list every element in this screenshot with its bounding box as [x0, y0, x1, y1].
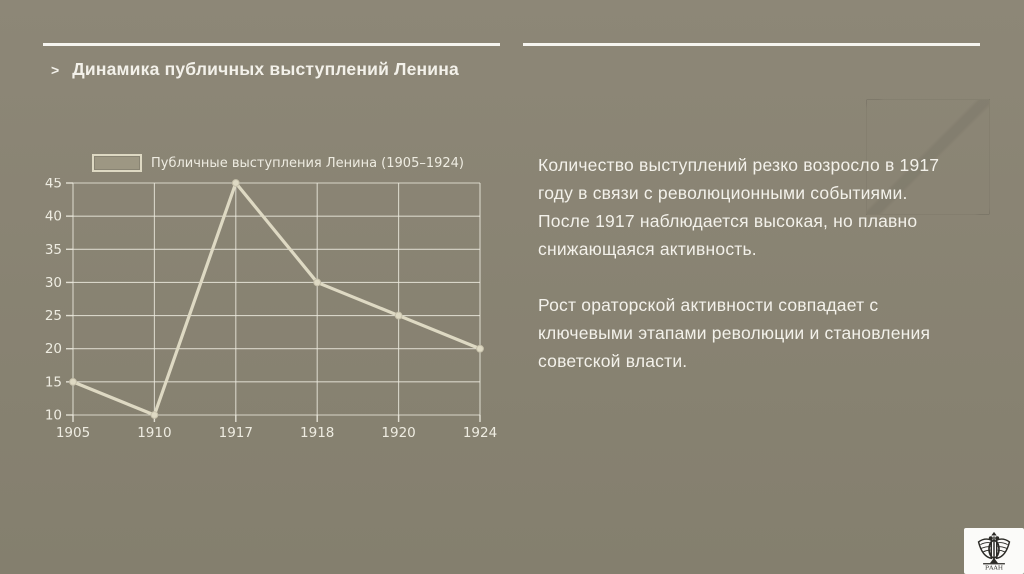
annotation-paragraph-1: Количество выступлений резко возросло в …	[538, 155, 940, 259]
svg-text:РААН: РААН	[985, 566, 1003, 571]
svg-text:1920: 1920	[381, 425, 415, 441]
svg-text:1905: 1905	[56, 425, 90, 441]
svg-text:1918: 1918	[300, 425, 334, 441]
svg-text:40: 40	[45, 209, 62, 225]
legend-label: Публичные выступления Ленина (1905–1924)	[151, 155, 464, 171]
header-rule-left	[43, 43, 500, 46]
annotation-paragraph-2: Рост ораторской активности совпадает с к…	[538, 295, 931, 371]
logo: РААН	[964, 528, 1024, 574]
eagle-emblem-icon: РААН	[977, 531, 1011, 571]
svg-text:10: 10	[45, 408, 62, 424]
chevron-right-icon: >	[51, 61, 60, 78]
svg-text:15: 15	[45, 374, 62, 390]
page-title: Динамика публичных выступлений Ленина	[72, 59, 459, 79]
ghost-watermark	[866, 99, 990, 215]
line-chart: 10 15 20 25 30 35 40 45 1905 1910 1917 1918 1920 1924	[45, 178, 497, 441]
slide-header: > Динамика публичных выступлений Ленина	[51, 59, 459, 80]
annotation-text-block: Количество выступлений резко возросло в …	[538, 151, 962, 403]
svg-text:35: 35	[45, 242, 62, 258]
svg-text:1917: 1917	[219, 425, 253, 441]
legend-swatch	[92, 154, 142, 172]
line-chart-panel: Публичные выступления Ленина (1905–1924)…	[40, 150, 510, 450]
svg-text:20: 20	[45, 341, 62, 357]
header-rule-right	[523, 43, 980, 46]
svg-text:1924: 1924	[463, 425, 497, 441]
svg-text:1910: 1910	[137, 425, 171, 441]
svg-text:45: 45	[45, 178, 62, 192]
svg-text:25: 25	[45, 308, 62, 324]
svg-text:30: 30	[45, 275, 62, 291]
chart-legend: Публичные выступления Ленина (1905–1924)	[92, 154, 464, 172]
